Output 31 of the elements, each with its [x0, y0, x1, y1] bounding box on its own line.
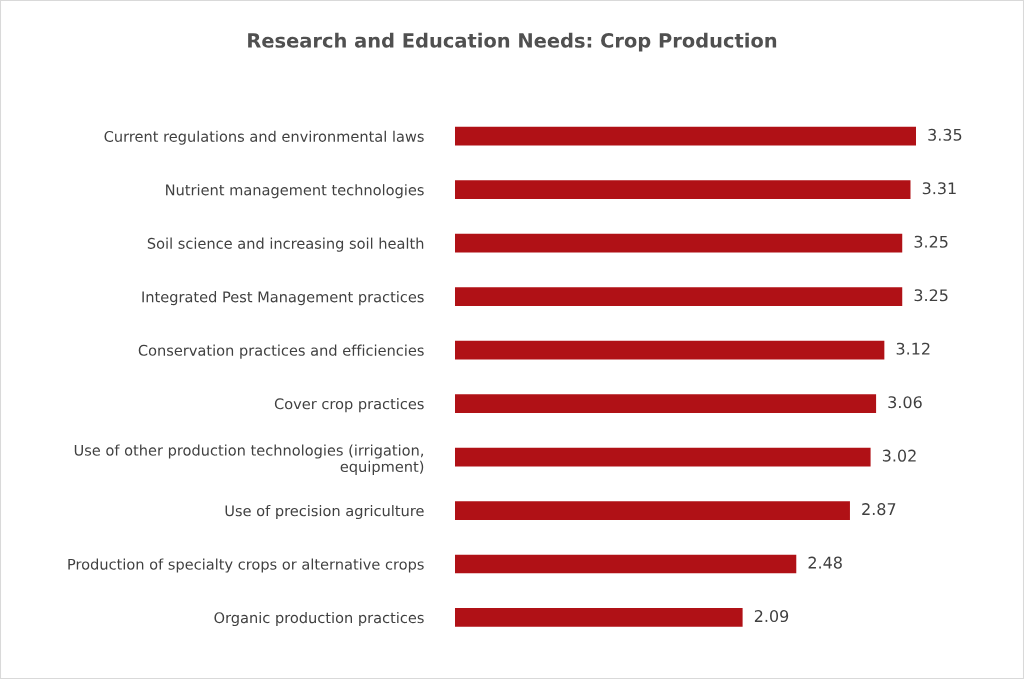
bar — [455, 287, 903, 306]
data-label: 3.25 — [914, 235, 948, 248]
data-label: 3.02 — [882, 449, 916, 462]
y-tick-label: Use of other production technologies (irrigation, equipment) — [74, 444, 424, 475]
y-tick-label: Organic production practices — [214, 611, 424, 627]
bar — [455, 126, 916, 146]
data-label: 3.06 — [888, 396, 922, 409]
y-tick-label: Cover crop practices — [274, 398, 424, 413]
data-label: 3.35 — [928, 128, 962, 141]
y-tick-label: Nutrient management technologies — [166, 184, 424, 199]
y-tick-label: Production of specialty crops or alternative crops — [68, 558, 424, 573]
bar — [455, 394, 877, 413]
y-tick-label: Conservation practices and efficiencies — [138, 344, 424, 359]
y-tick-label: Current regulations and environmental laws — [104, 130, 424, 145]
data-label: 2.48 — [808, 556, 842, 569]
bar — [455, 501, 850, 520]
y-tick-label: Use of precision agriculture — [225, 504, 424, 520]
data-label: 3.31 — [922, 182, 956, 195]
bar — [455, 554, 797, 574]
data-label: 3.25 — [914, 289, 948, 302]
data-label: 2.09 — [754, 610, 789, 623]
y-tick-label: Soil science and increasing soil health — [147, 237, 424, 252]
bar — [455, 608, 743, 627]
y-tick-label: Integrated Pest Management practices — [142, 291, 424, 306]
data-label: 2.87 — [862, 503, 896, 516]
data-label: 3.12 — [896, 342, 930, 355]
chart-title: Research and Education Needs: Crop Production — [248, 32, 777, 52]
bar — [455, 233, 903, 253]
bar — [455, 447, 871, 467]
bar — [455, 340, 885, 360]
bar — [455, 180, 911, 200]
